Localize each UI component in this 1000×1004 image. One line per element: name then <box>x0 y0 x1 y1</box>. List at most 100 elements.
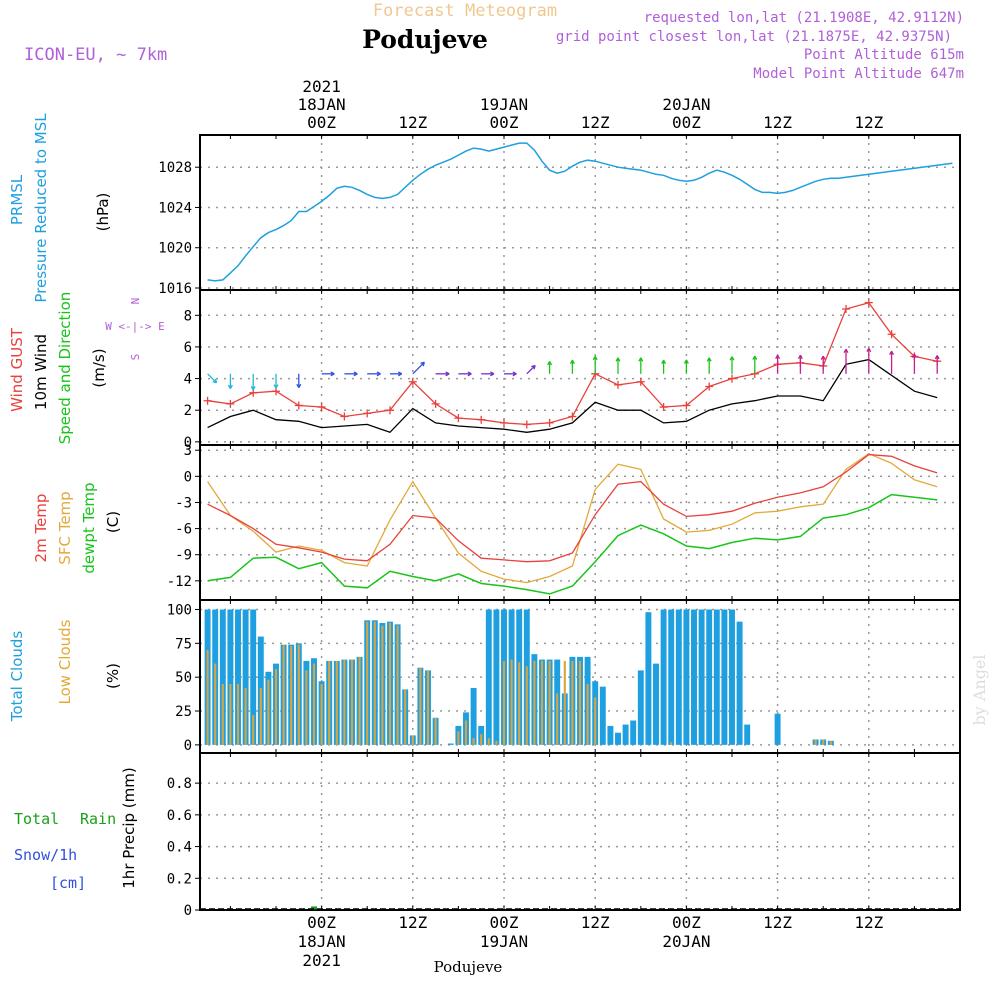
low-cloud-bar <box>540 660 544 745</box>
location-title: Podujeve <box>362 25 488 54</box>
dewpoint-label: dewpt Temp <box>80 482 98 573</box>
total-cloud-bar <box>721 609 728 745</box>
wind-arrow-head <box>752 355 758 360</box>
time-label-top: 00Z <box>672 113 701 132</box>
total-cloud-bar <box>698 609 705 745</box>
total-cloud-bar <box>493 609 500 745</box>
low-cloud-bar <box>221 683 224 745</box>
low-cloud-bar <box>495 740 498 745</box>
date-label-bottom: 19JAN <box>480 932 528 951</box>
time-label-top: 12Z <box>763 113 792 132</box>
year-label-bottom: 2021 <box>302 951 341 970</box>
low-cloud-bar <box>472 738 475 745</box>
pressure-label: PRMSL <box>8 174 26 225</box>
total-cloud-bar <box>227 609 234 745</box>
gust-label: Wind GUST <box>8 327 26 412</box>
wind-arrow-head <box>531 364 536 370</box>
low-cloud-bar <box>206 650 209 745</box>
time-label-bottom: 00Z <box>672 913 701 932</box>
wind-arrow-head <box>934 355 940 360</box>
compass-s: S <box>129 354 142 361</box>
low-cloud-bar <box>343 659 346 745</box>
footer-location: Podujeve <box>434 958 503 976</box>
ytick-label: 25 <box>175 704 192 720</box>
total-cloud-bar <box>622 724 629 745</box>
ytick-label: -6 <box>175 522 192 538</box>
low-cloud-bar <box>533 660 536 745</box>
wind-arrow-head <box>212 378 218 384</box>
low-cloud-bar <box>594 697 597 745</box>
low-cloud-bar <box>373 621 376 745</box>
total-cloud-bar <box>713 609 720 745</box>
ytick-label: 50 <box>175 670 192 686</box>
ytick-label: 0.8 <box>167 776 192 792</box>
wind-arrow-head <box>638 357 644 362</box>
credit: by Angel <box>970 654 989 725</box>
compass-we: W <-|-> E <box>105 320 165 333</box>
total-cloud-bar <box>607 725 614 745</box>
requested-coords: requested lon,lat (21.1908E, 42.9112N) <box>644 10 964 26</box>
time-label-top: 00Z <box>490 113 519 132</box>
wind-unit: (m/s) <box>90 348 108 387</box>
sfc-temp-label: SFC Temp <box>56 491 74 564</box>
ytick-label: 100 <box>167 602 192 618</box>
wind-arrow-head <box>445 371 450 377</box>
year-label-top: 2021 <box>302 77 341 96</box>
ytick-label: 4 <box>184 372 192 388</box>
temp-unit: (C) <box>104 511 122 533</box>
total-cloud-bar <box>242 609 249 745</box>
time-label-bottom: 00Z <box>307 913 336 932</box>
wind-arrow-head <box>547 361 553 366</box>
gust-marker <box>386 406 394 415</box>
pressure-sub-label: Pressure Reduced to MSL <box>32 113 50 303</box>
time-label-top: 12Z <box>398 113 427 132</box>
low-cloud-bar <box>426 670 430 745</box>
wind-arrow-head <box>227 384 233 389</box>
gust-marker <box>249 388 258 397</box>
low-cloud-bar <box>388 623 392 745</box>
total-cloud-bar <box>660 609 667 745</box>
total-cloud-bar <box>470 688 477 745</box>
ytick-label: 0.4 <box>167 840 192 856</box>
wind-arrow-head <box>615 357 621 362</box>
low-cloud-bar <box>320 683 323 745</box>
ytick-label: 0 <box>184 469 192 485</box>
low-cloud-bar <box>305 670 308 745</box>
low-cloud-bar <box>312 663 316 745</box>
wind-arrow-head <box>353 371 358 377</box>
panels: 1016 1020 1024 1028 PRMSL Pressure Reduced to… <box>8 77 961 970</box>
time-label-bottom: 12Z <box>581 913 610 932</box>
time-label-bottom: 00Z <box>490 913 519 932</box>
total-cloud-bar <box>645 612 652 745</box>
low-cloud-bar <box>358 656 361 745</box>
low-cloud-bar <box>556 693 559 745</box>
pressure-unit: (hPa) <box>94 193 112 232</box>
wind-arrow <box>526 365 536 375</box>
wind-arrow-head <box>797 354 803 359</box>
rain-label: Rain <box>80 810 116 828</box>
total-cloud-bar <box>653 663 659 745</box>
panel-frame <box>199 752 961 911</box>
low-cloud-label: Low Clouds <box>56 619 74 704</box>
low-cloud-bar <box>404 689 407 745</box>
gust-marker <box>294 401 303 410</box>
wind-arrow-head <box>729 356 735 361</box>
total-cloud-bar <box>250 609 257 745</box>
wind-arrow <box>207 373 218 384</box>
total-cloud-bar <box>736 621 743 745</box>
ytick-label: 6 <box>184 340 192 356</box>
total-cloud-bar <box>668 609 675 745</box>
date-label-bottom: 18JAN <box>298 932 346 951</box>
gust-marker <box>226 399 235 408</box>
total-cloud-bar <box>683 609 690 745</box>
low-cloud-bar <box>297 644 300 745</box>
low-cloud-bar <box>381 625 384 745</box>
low-cloud-bar <box>829 740 832 745</box>
rain-bar <box>311 906 317 910</box>
ytick-label: 0.6 <box>167 808 192 824</box>
gust-marker <box>272 387 280 396</box>
wind-arrow-head <box>273 384 279 389</box>
wind-arrow-head <box>250 386 256 391</box>
